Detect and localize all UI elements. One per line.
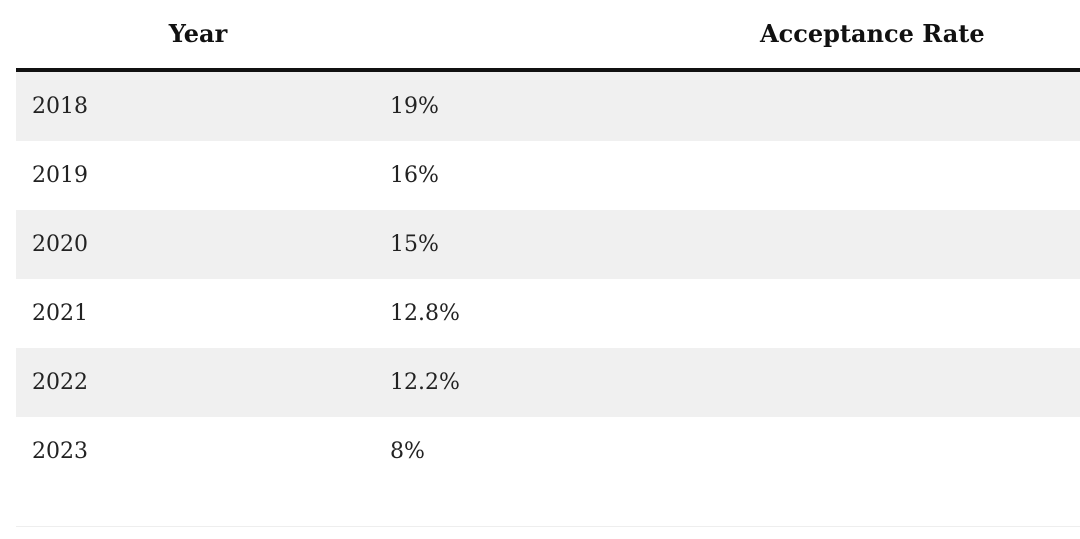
year-cell: 2020 <box>32 232 88 257</box>
table-row: 2022 12.2% <box>16 348 1080 417</box>
year-cell: 2021 <box>32 301 88 326</box>
table-header-row: Year Acceptance Rate <box>16 0 1080 68</box>
acceptance-rate-cell: 15% <box>390 232 439 257</box>
year-cell: 2019 <box>32 163 88 188</box>
acceptance-rate-table: Year Acceptance Rate 2018 19% 2019 16% 2… <box>16 0 1080 486</box>
acceptance-rate-cell: 19% <box>390 94 439 119</box>
year-cell: 2022 <box>32 370 88 395</box>
table-row: 2019 16% <box>16 141 1080 210</box>
acceptance-rate-cell: 12.2% <box>390 370 460 395</box>
table-row: 2018 19% <box>16 72 1080 141</box>
table-row: 2021 12.8% <box>16 279 1080 348</box>
acceptance-rate-cell: 12.8% <box>390 301 460 326</box>
table-row: 2023 8% <box>16 417 1080 486</box>
column-header-acceptance-rate: Acceptance Rate <box>760 19 985 48</box>
year-cell: 2023 <box>32 439 88 464</box>
acceptance-rate-cell: 16% <box>390 163 439 188</box>
year-cell: 2018 <box>32 94 88 119</box>
table-bottom-divider <box>16 526 1080 527</box>
acceptance-rate-cell: 8% <box>390 439 425 464</box>
header-divider <box>16 68 1080 72</box>
table-row: 2020 15% <box>16 210 1080 279</box>
column-header-year: Year <box>168 19 228 48</box>
